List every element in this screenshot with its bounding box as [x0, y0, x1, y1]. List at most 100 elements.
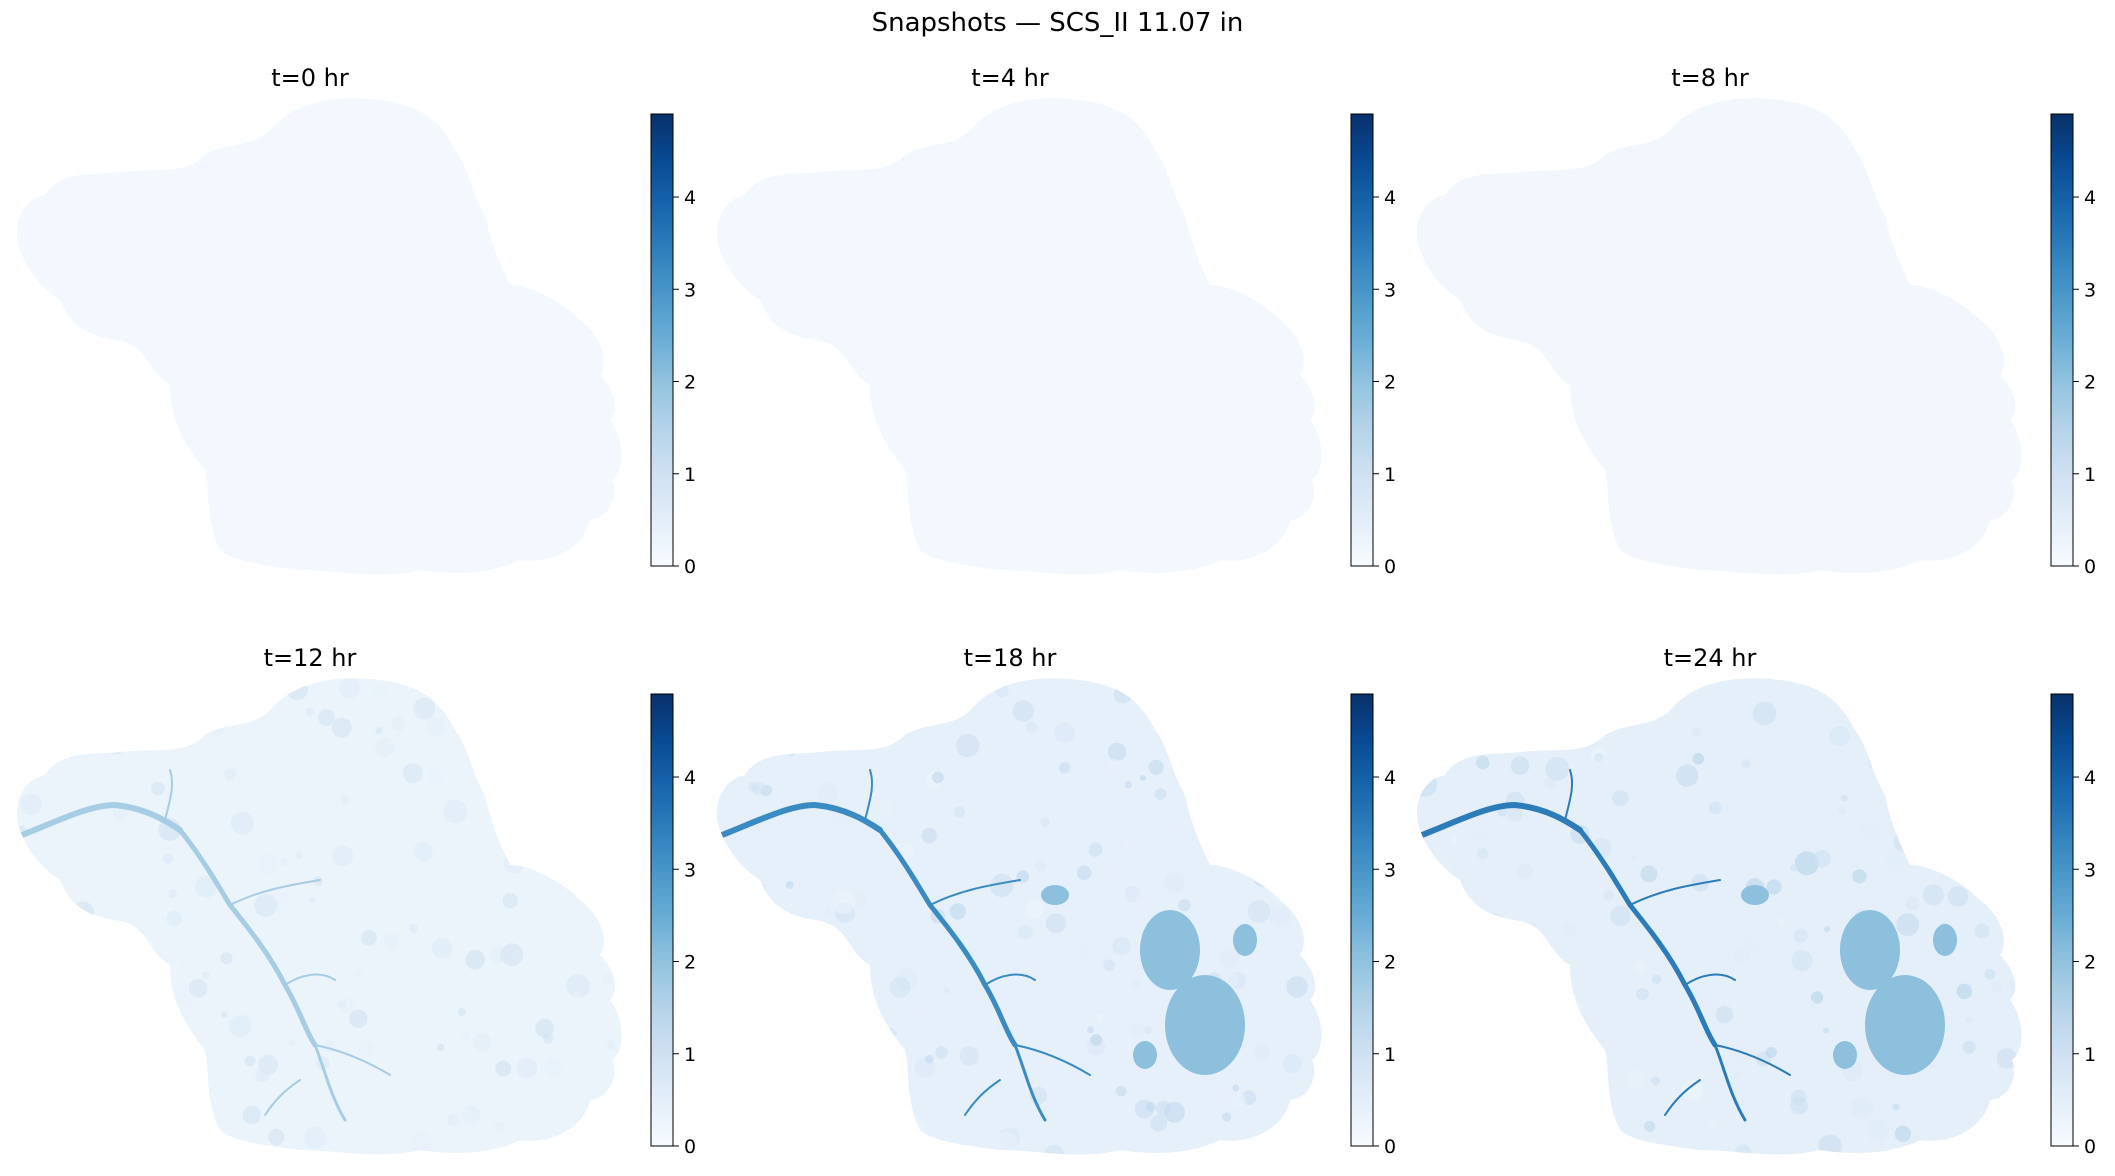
depth-cell — [1794, 851, 1819, 876]
heatmap-plot: 0 1 2 3 4 — [1416, 678, 2096, 1158]
depth-cell — [340, 795, 350, 805]
channel-line — [864, 769, 874, 821]
heatmap-plot: 0 1 2 3 4 — [16, 678, 696, 1158]
depth-cell — [431, 937, 453, 959]
depth-cell — [1867, 756, 1879, 768]
depth-cell — [280, 857, 289, 866]
depth-cell — [826, 847, 850, 871]
depth-cell — [1594, 752, 1604, 763]
depth-cell — [1676, 764, 1699, 787]
depth-cell — [78, 1005, 88, 1015]
depth-cell — [1112, 936, 1131, 956]
depth-cell — [1991, 981, 2002, 992]
depth-cell — [1932, 736, 1952, 756]
depth-cell — [502, 893, 518, 909]
depth-cell — [413, 697, 436, 720]
depth-cell — [1541, 678, 1561, 699]
depth-cell — [355, 969, 364, 978]
depth-cell — [785, 881, 794, 889]
colorbar-tick-label: 1 — [2084, 464, 2096, 486]
snapshot-panel-t0: 0 1 2 3 4 t=0 hr — [0, 0, 705, 580]
depth-cell — [1765, 1047, 1777, 1059]
depth-cell — [242, 1105, 261, 1125]
depth-cell — [503, 853, 525, 874]
depth-cell — [1510, 756, 1530, 775]
watershed-area — [716, 678, 1322, 1155]
depth-cell — [912, 1120, 927, 1136]
depth-cell — [1282, 1053, 1303, 1074]
depth-cell — [100, 744, 113, 757]
depth-cell — [751, 991, 760, 1000]
depth-cell — [1810, 991, 1824, 1004]
depth-cell — [1733, 1070, 1742, 1078]
depth-cell — [1532, 1001, 1545, 1014]
depth-cell — [1804, 1000, 1817, 1012]
depth-cell — [229, 1015, 252, 1038]
depth-cell — [601, 973, 613, 985]
panel-title: t=4 hr — [971, 64, 1049, 92]
depth-cell — [1269, 678, 1291, 698]
snapshot-panel-t4: 0 1 2 3 4 t=4 hr — [700, 0, 1405, 580]
depth-cell — [1285, 1134, 1309, 1155]
depth-cell — [339, 678, 360, 699]
depth-cell — [493, 705, 508, 720]
depth-cell — [579, 785, 599, 805]
channel-line — [314, 1044, 391, 1076]
depth-cell — [1692, 753, 1704, 765]
colorbar-tick-label: 1 — [1384, 1044, 1396, 1066]
depth-cell — [757, 883, 766, 893]
depth-cell — [1139, 775, 1146, 781]
depth-cell — [974, 679, 981, 687]
depth-cell — [1649, 704, 1661, 716]
depth-cell — [517, 792, 535, 810]
depth-cell — [1247, 900, 1271, 923]
depth-cell — [1893, 832, 1913, 852]
depth-cell — [771, 700, 779, 707]
depth-cell — [1171, 820, 1188, 837]
depth-cell — [1539, 1006, 1550, 1017]
depth-cell — [436, 1043, 445, 1052]
depth-cell — [254, 894, 278, 917]
depth-cell — [75, 1041, 96, 1062]
depth-cell — [304, 1127, 327, 1149]
depth-cell — [357, 1040, 376, 1059]
depth-cell — [195, 875, 218, 898]
heatmap-plot: 0 1 2 3 4 — [1416, 98, 2096, 578]
depth-cell — [1681, 1079, 1704, 1101]
depth-cell — [1454, 881, 1462, 890]
depth-cell — [568, 685, 590, 707]
colorbar-tick-label: 2 — [2084, 372, 2096, 394]
depth-cell — [494, 1121, 505, 1132]
depth-cell — [230, 811, 254, 835]
depth-cell — [559, 1140, 567, 1147]
colorbar-tick-label: 4 — [1384, 187, 1396, 209]
depth-cell — [1115, 1085, 1127, 1097]
depth-cell — [716, 776, 728, 791]
depth-cell — [384, 934, 400, 949]
depth-cell — [305, 707, 314, 716]
depth-cell — [1107, 742, 1127, 762]
depth-cell — [774, 1104, 782, 1113]
depth-cell — [1228, 733, 1251, 756]
channel-line — [1014, 1044, 1091, 1076]
depth-cell — [1896, 913, 1919, 937]
depth-cell — [606, 803, 614, 811]
depth-cell — [1477, 848, 1489, 860]
depth-cell — [1962, 1040, 1976, 1054]
depth-cell — [40, 1040, 56, 1056]
channel-line — [313, 1043, 347, 1122]
depth-cell — [322, 1151, 329, 1155]
depth-cell — [740, 719, 752, 731]
depth-cell — [1766, 879, 1782, 895]
depth-cell — [1252, 864, 1275, 888]
depth-cell — [1148, 759, 1164, 775]
depth-cell — [413, 841, 433, 862]
depth-cell — [1150, 1114, 1168, 1132]
depth-cell — [1752, 701, 1777, 726]
depth-cell — [802, 719, 818, 735]
ponded-area — [1233, 924, 1257, 956]
depth-cell — [1636, 987, 1649, 1001]
depth-cell — [1194, 782, 1212, 800]
depth-cell — [1269, 906, 1291, 928]
depth-cell — [1818, 1134, 1842, 1155]
